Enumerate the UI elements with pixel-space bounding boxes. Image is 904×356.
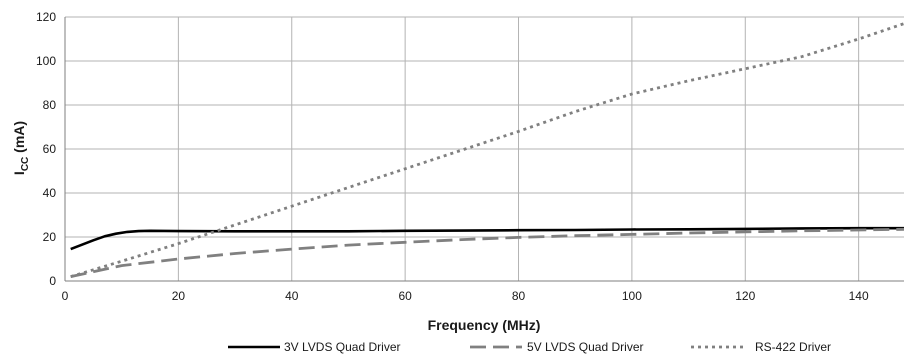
series-line-2 — [70, 22, 904, 278]
x-tick-label-2: 40 — [285, 289, 299, 303]
y-axis-title-main: I — [11, 171, 27, 175]
x-tick-label-3: 60 — [398, 289, 412, 303]
y-axis-title: ICC (mA) — [11, 121, 31, 175]
series-line-1 — [70, 227, 904, 278]
y-tick-label-5: 100 — [36, 54, 56, 68]
y-axis-title-unit: (mA) — [11, 121, 27, 157]
legend: 3V LVDS Quad Driver 5V LVDS Quad Driver RS… — [228, 340, 831, 354]
grid-lines — [65, 16, 904, 281]
y-tick-label-1: 20 — [43, 230, 57, 244]
x-tick-label-6: 120 — [735, 289, 755, 303]
y-axis-title-sub: CC — [20, 157, 31, 171]
legend-label-0: 3V LVDS Quad Driver — [284, 340, 401, 354]
x-axis-title: Frequency (MHz) — [428, 317, 541, 333]
tick-labels: 0 20 40 60 80 100 120 0 20 40 60 80 100 120 140 — [36, 10, 869, 303]
x-tick-label-4: 80 — [512, 289, 526, 303]
series-group — [70, 22, 904, 278]
y-tick-label-0: 0 — [49, 274, 56, 288]
series-line-0 — [70, 226, 904, 251]
y-tick-label-3: 60 — [43, 142, 57, 156]
legend-label-1: 5V LVDS Quad Driver — [527, 340, 644, 354]
x-tick-label-7: 140 — [849, 289, 869, 303]
y-tick-label-6: 120 — [36, 10, 56, 24]
x-tick-label-5: 100 — [622, 289, 642, 303]
axes — [64, 17, 904, 282]
y-tick-label-4: 80 — [43, 98, 57, 112]
y-tick-label-2: 40 — [43, 186, 57, 200]
x-tick-label-1: 20 — [172, 289, 186, 303]
legend-label-2: RS-422 Driver — [755, 340, 831, 354]
x-tick-label-0: 0 — [62, 289, 69, 303]
